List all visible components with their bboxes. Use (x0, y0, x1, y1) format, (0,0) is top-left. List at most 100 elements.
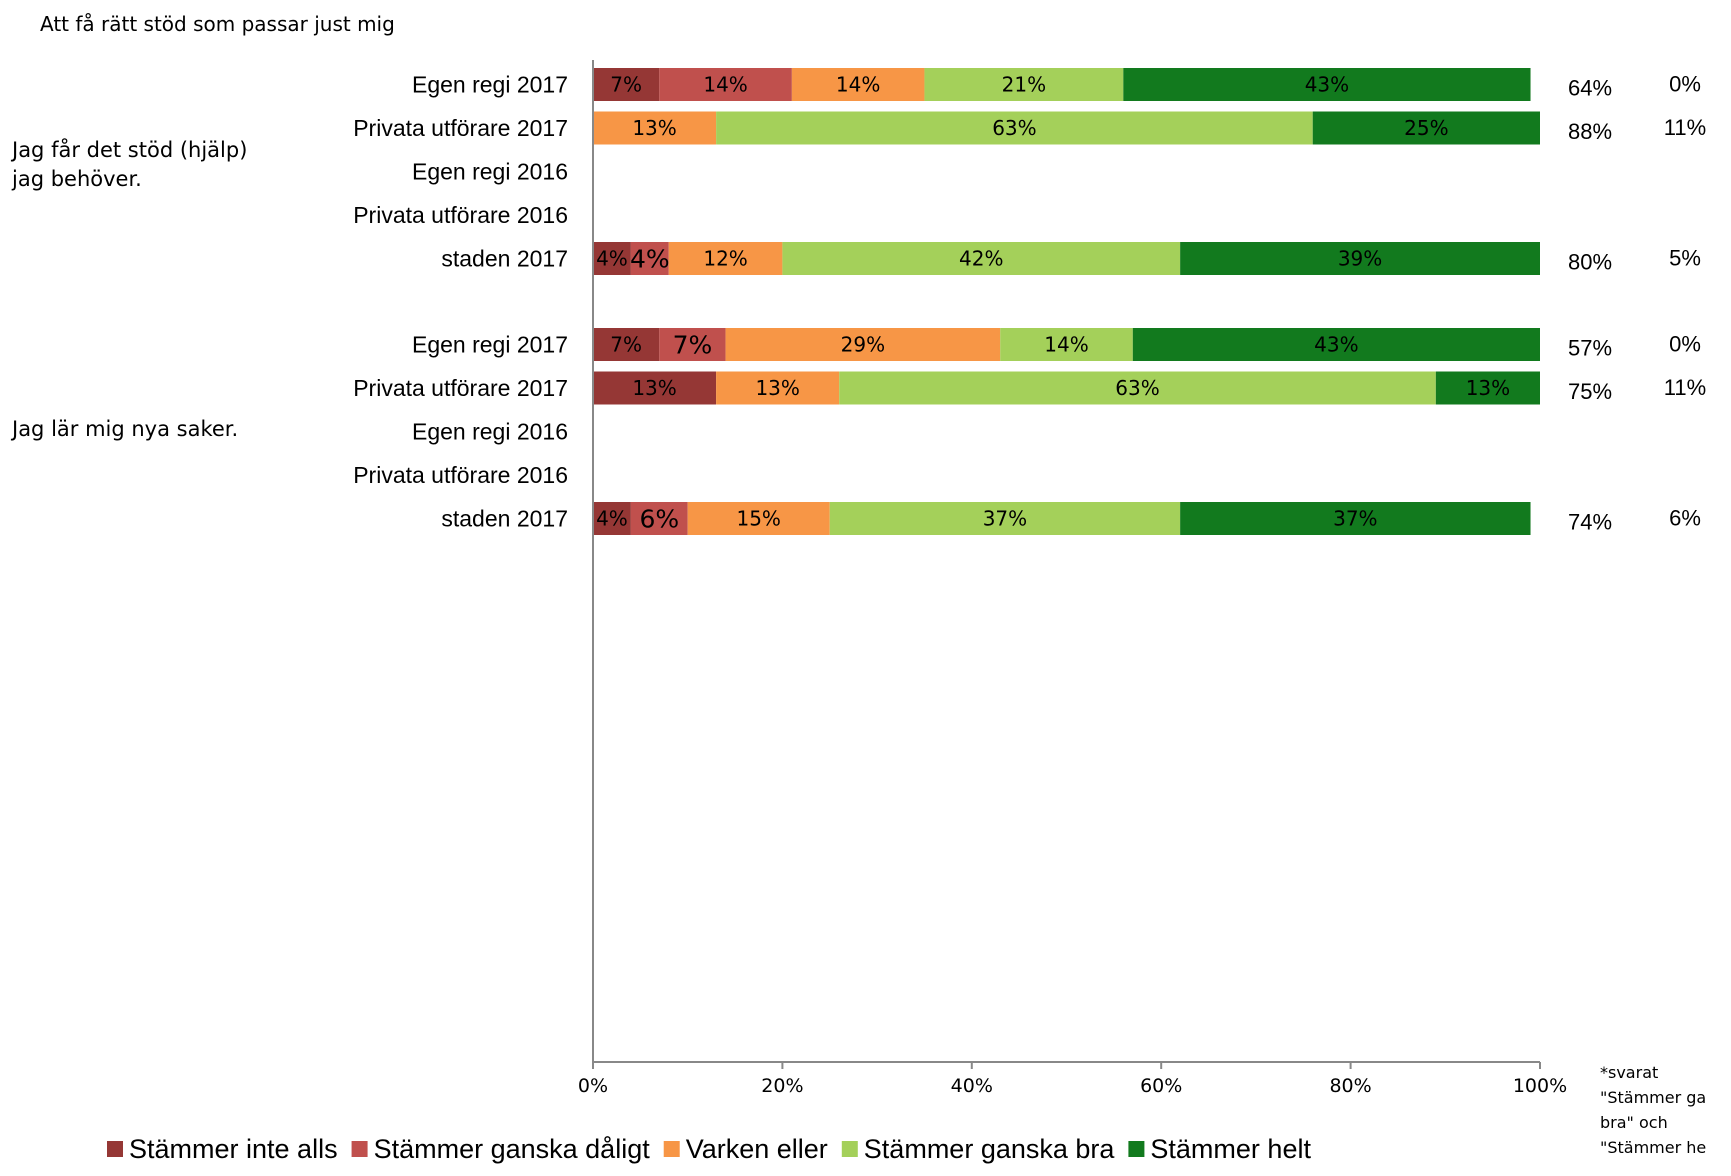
bar-segment (1132, 328, 1540, 361)
bar-segment (593, 328, 660, 361)
data-label: 6% (639, 505, 679, 534)
plot-area: Jag får det stöd (hjälp) jag behöver. Egen… (10, 68, 1706, 535)
bar-segment (1180, 502, 1531, 535)
bar-segment (630, 502, 688, 535)
data-label: 43% (1314, 333, 1358, 357)
row-label: Privata utförare 2017 (353, 115, 568, 141)
legend-label: Stämmer ganska bra (864, 1134, 1116, 1164)
other-share-label: 11% (1664, 375, 1706, 400)
x-tick-label: 0% (578, 1075, 608, 1097)
legend: Stämmer inte alls Stämmer ganska dåligt Va… (107, 1134, 1311, 1164)
bar-segment (593, 371, 717, 405)
legend-label: Varken eller (686, 1134, 828, 1164)
data-label: 14% (1044, 333, 1088, 357)
data-label: 13% (632, 116, 676, 140)
chart-title: Att få rätt stöd som passar just mig (40, 12, 395, 36)
data-label: 14% (703, 73, 747, 97)
bar-segment (630, 242, 669, 275)
bar-segment (924, 68, 1124, 101)
bar-segment (829, 502, 1181, 535)
row-label: staden 2017 (441, 506, 568, 532)
bar-segment (839, 371, 1436, 405)
bar-segment (725, 328, 1001, 361)
data-label: 7% (610, 333, 642, 357)
data-label: 13% (632, 376, 676, 400)
data-label: 4% (596, 247, 628, 271)
other-share-label: 5% (1669, 246, 1701, 271)
row-label: Egen regi 2016 (412, 159, 568, 185)
positive-share-label: 74% (1568, 510, 1612, 535)
bar-segment (659, 328, 726, 361)
bar-segment (659, 68, 792, 101)
x-tick-label: 40% (951, 1075, 993, 1097)
x-tick-label: 80% (1329, 1075, 1371, 1097)
row-label: Egen regi 2017 (412, 72, 568, 98)
other-share-label: 11% (1664, 115, 1706, 140)
bar-segment (1180, 242, 1540, 275)
bar-segment (668, 242, 783, 275)
row-label: Egen regi 2017 (412, 332, 568, 358)
bar-segment (1312, 111, 1540, 145)
bar-segment (1000, 328, 1133, 361)
row-label: Privata utförare 2017 (353, 375, 568, 401)
x-tick-label: 100% (1513, 1075, 1567, 1097)
row-label: staden 2017 (441, 246, 568, 272)
group-label: Jag lär mig nya saker. (10, 417, 238, 441)
bar-segment (1123, 68, 1531, 101)
footnote-line: bra" och (1600, 1113, 1668, 1132)
legend-swatch (663, 1141, 680, 1157)
data-label: 7% (610, 73, 642, 97)
data-label: 39% (1338, 247, 1382, 271)
data-label: 63% (1115, 376, 1159, 400)
row-label: Privata utförare 2016 (353, 202, 568, 228)
row-label: Egen regi 2016 (412, 419, 568, 445)
footnote-line: "Stämmer ga (1600, 1088, 1706, 1107)
bar-segment (593, 502, 631, 535)
data-label: 15% (736, 507, 780, 531)
bar-segment (716, 371, 840, 405)
footnote-line: *svarat (1600, 1063, 1658, 1082)
bar-segment (593, 242, 631, 275)
positive-share-label: 75% (1568, 379, 1612, 404)
data-label: 13% (1466, 376, 1510, 400)
data-label: 21% (1002, 73, 1046, 97)
data-label: 29% (841, 333, 885, 357)
legend-label: Stämmer inte alls (129, 1134, 338, 1164)
bar-segment (716, 111, 1313, 145)
positive-share-label: 57% (1568, 336, 1612, 361)
data-label: 37% (1333, 507, 1377, 531)
other-share-label: 0% (1669, 72, 1701, 97)
legend-swatch (841, 1141, 858, 1157)
footnote: *svarat "Stämmer ga bra" och "Stämmer he (1600, 1063, 1706, 1157)
positive-share-label: 64% (1568, 76, 1612, 101)
legend-swatch (351, 1141, 368, 1157)
other-share-label: 6% (1669, 506, 1701, 531)
legend-label: Stämmer helt (1150, 1134, 1311, 1164)
data-label: 25% (1404, 116, 1448, 140)
data-label: 4% (596, 507, 628, 531)
data-label: 37% (983, 507, 1027, 531)
data-label: 7% (673, 331, 713, 360)
bar-segment (782, 242, 1181, 275)
legend-swatch (1128, 1141, 1145, 1157)
data-label: 12% (703, 247, 747, 271)
positive-share-label: 88% (1568, 119, 1612, 144)
x-axis: 0% 20% 40% 60% 80% 100% (578, 60, 1567, 1097)
positive-share-label: 80% (1568, 250, 1612, 275)
data-label: 43% (1305, 73, 1349, 97)
bar-segment (791, 68, 925, 101)
group-label: jag behöver. (11, 167, 142, 191)
legend-swatch (107, 1141, 123, 1157)
x-tick-label: 60% (1140, 1075, 1182, 1097)
bar-segment (593, 111, 717, 145)
bar-segment (593, 68, 660, 101)
group-label: Jag får det stöd (hjälp) (10, 137, 247, 162)
data-label: 4% (630, 245, 670, 274)
data-label: 13% (755, 376, 799, 400)
data-label: 42% (959, 247, 1003, 271)
row-label: Privata utförare 2016 (353, 462, 568, 488)
legend-label: Stämmer ganska dåligt (374, 1134, 651, 1164)
data-label: 63% (992, 116, 1036, 140)
bar-segment (1435, 371, 1540, 405)
